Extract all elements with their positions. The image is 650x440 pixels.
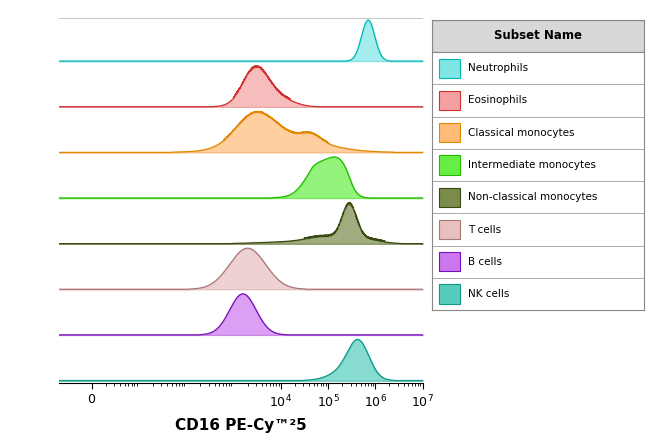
Bar: [432, 213, 644, 246]
Text: NK cells: NK cells: [468, 289, 510, 299]
Bar: [432, 84, 644, 117]
Bar: [432, 20, 644, 52]
Bar: [432, 149, 644, 181]
Text: Subset Name: Subset Name: [494, 29, 582, 42]
Text: Classical monocytes: Classical monocytes: [468, 128, 575, 138]
Bar: [439, 187, 460, 207]
Text: T cells: T cells: [468, 224, 501, 235]
Text: Eosinophils: Eosinophils: [468, 95, 527, 106]
Text: Non-classical monocytes: Non-classical monocytes: [468, 192, 597, 202]
Bar: [432, 246, 644, 278]
Text: Intermediate monocytes: Intermediate monocytes: [468, 160, 596, 170]
Bar: [439, 59, 460, 78]
Bar: [439, 252, 460, 271]
Bar: [432, 52, 644, 84]
Bar: [439, 155, 460, 175]
Bar: [432, 181, 644, 213]
Bar: [432, 278, 644, 310]
Text: Neutrophils: Neutrophils: [468, 63, 528, 73]
Text: B cells: B cells: [468, 257, 502, 267]
Bar: [439, 220, 460, 239]
Bar: [439, 91, 460, 110]
X-axis label: CD16 PE-Cy™²5: CD16 PE-Cy™²5: [175, 418, 306, 433]
Bar: [439, 284, 460, 304]
Bar: [432, 117, 644, 149]
Bar: [439, 123, 460, 143]
